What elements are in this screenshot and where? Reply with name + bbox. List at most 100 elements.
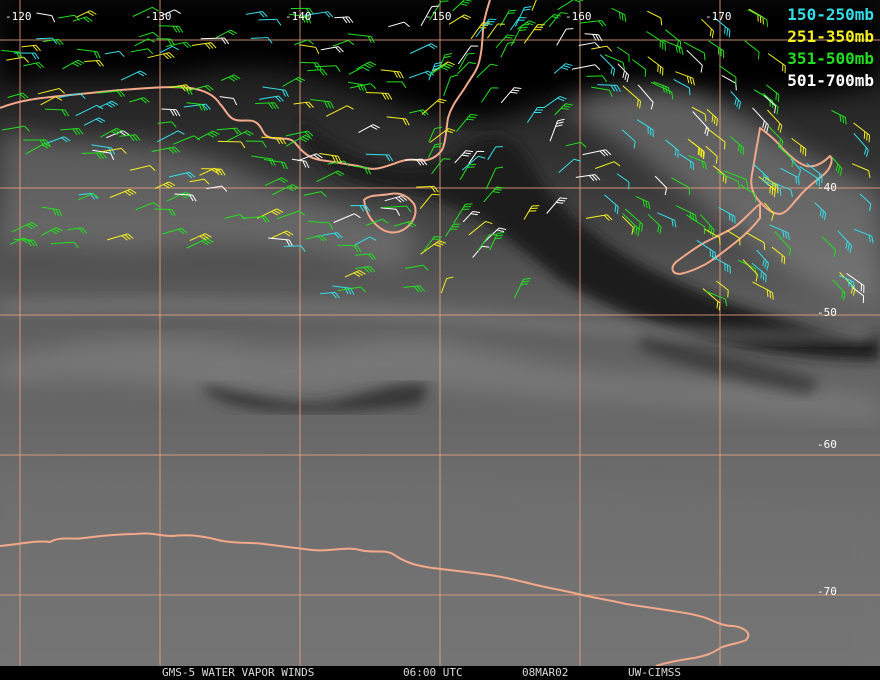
wind-barb: [718, 65, 737, 85]
wind-barb: [134, 38, 155, 47]
wind-barb: [154, 181, 176, 190]
wind-barb: [60, 128, 84, 135]
wind-barb: [616, 173, 630, 190]
wind-barb: [729, 136, 745, 156]
lon-label: -150: [425, 10, 452, 23]
wind-barb: [299, 44, 320, 55]
new-zealand-north-coast: [750, 127, 833, 215]
wind-barb: [599, 54, 616, 77]
wind-barb: [215, 29, 238, 39]
wind-barb: [421, 98, 447, 115]
legend-item-501-700: 501-700mb: [787, 71, 874, 90]
wind-barb: [456, 114, 478, 132]
wind-barb: [705, 290, 728, 307]
lat-label: -40: [817, 181, 837, 194]
wind-barb: [173, 135, 201, 145]
wind-barb: [337, 244, 362, 253]
wind-barb: [763, 95, 777, 114]
wind-barb: [41, 206, 63, 217]
wind-barb: [751, 262, 767, 283]
wind-barb: [744, 40, 760, 60]
wind-barb: [305, 234, 327, 242]
lat-label: -70: [817, 585, 837, 598]
wind-barb: [320, 46, 344, 53]
wind-barb: [189, 178, 210, 185]
wind-barb: [831, 110, 847, 125]
wind-barb: [553, 63, 573, 74]
wind-barb: [354, 236, 377, 246]
wind-barb: [687, 138, 705, 159]
wind-barb: [851, 286, 865, 304]
wind-barb: [186, 237, 214, 249]
lon-label: -120: [5, 10, 32, 23]
wind-barb: [831, 156, 843, 176]
wind-barb: [765, 84, 780, 102]
wind-barb: [42, 38, 64, 46]
wind-barb: [686, 214, 705, 234]
wind-barb: [62, 59, 85, 70]
wind-barb: [9, 237, 31, 245]
wind-barb: [646, 31, 666, 51]
wind-barb: [704, 228, 721, 245]
wind-barb: [762, 92, 779, 115]
wind-barb: [355, 265, 376, 273]
wind-barb: [440, 276, 454, 294]
wind-barb: [671, 177, 691, 195]
wind-barb: [705, 127, 726, 150]
wind-barb: [456, 61, 477, 75]
wind-barb: [517, 20, 536, 30]
wind-barb: [129, 165, 156, 171]
wind-barb: [156, 130, 185, 143]
wind-barb: [475, 18, 497, 38]
wind-barb: [622, 212, 640, 237]
wind-barb: [791, 137, 807, 157]
wind-barb: [806, 162, 823, 183]
wind-barb: [78, 193, 99, 201]
wind-barb: [409, 109, 429, 116]
wind-barb: [221, 74, 241, 82]
wind-barb: [97, 90, 126, 98]
wind-barb: [349, 83, 377, 89]
wind-barb: [647, 213, 662, 235]
wind-barb: [160, 9, 181, 17]
wind-barb: [67, 227, 88, 234]
wind-barbs: [1, 0, 874, 311]
wind-barb: [268, 237, 294, 247]
wind-barb: [742, 259, 759, 282]
wind-barb: [348, 66, 370, 75]
wind-barb: [661, 39, 684, 55]
wind-barb: [543, 95, 567, 109]
wind-barb: [386, 81, 407, 89]
wind-barb: [384, 195, 408, 203]
wind-barb: [245, 140, 267, 148]
wind-barb: [531, 0, 540, 11]
wind-barb: [72, 16, 93, 23]
wind-barb: [595, 161, 621, 169]
wind-barb: [514, 6, 532, 27]
wind-barb: [162, 227, 188, 235]
wind-barb: [2, 125, 30, 132]
wind-barb: [58, 93, 86, 100]
wind-barb: [157, 121, 177, 128]
wind-barb: [304, 11, 334, 18]
wind-barb: [327, 160, 350, 167]
wind-barb: [429, 0, 449, 21]
wind-barb: [683, 41, 706, 61]
wind-barb: [712, 165, 727, 184]
wind-barb: [585, 214, 613, 221]
wind-barb: [647, 10, 663, 26]
wind-barb: [486, 23, 505, 39]
wind-barb: [358, 124, 380, 134]
wind-barb: [832, 279, 846, 301]
wind-barb: [201, 168, 226, 176]
wind-barb: [251, 155, 276, 166]
wind-barb: [405, 264, 429, 271]
wind-barb: [81, 152, 108, 160]
lon-label: -170: [705, 10, 732, 23]
wind-barb: [356, 61, 377, 70]
wind-barb: [480, 87, 499, 103]
longitude-labels: -120 -130 -140 -150 -160 -170: [5, 10, 732, 23]
wind-barb: [365, 92, 393, 100]
wind-barb: [675, 205, 698, 223]
